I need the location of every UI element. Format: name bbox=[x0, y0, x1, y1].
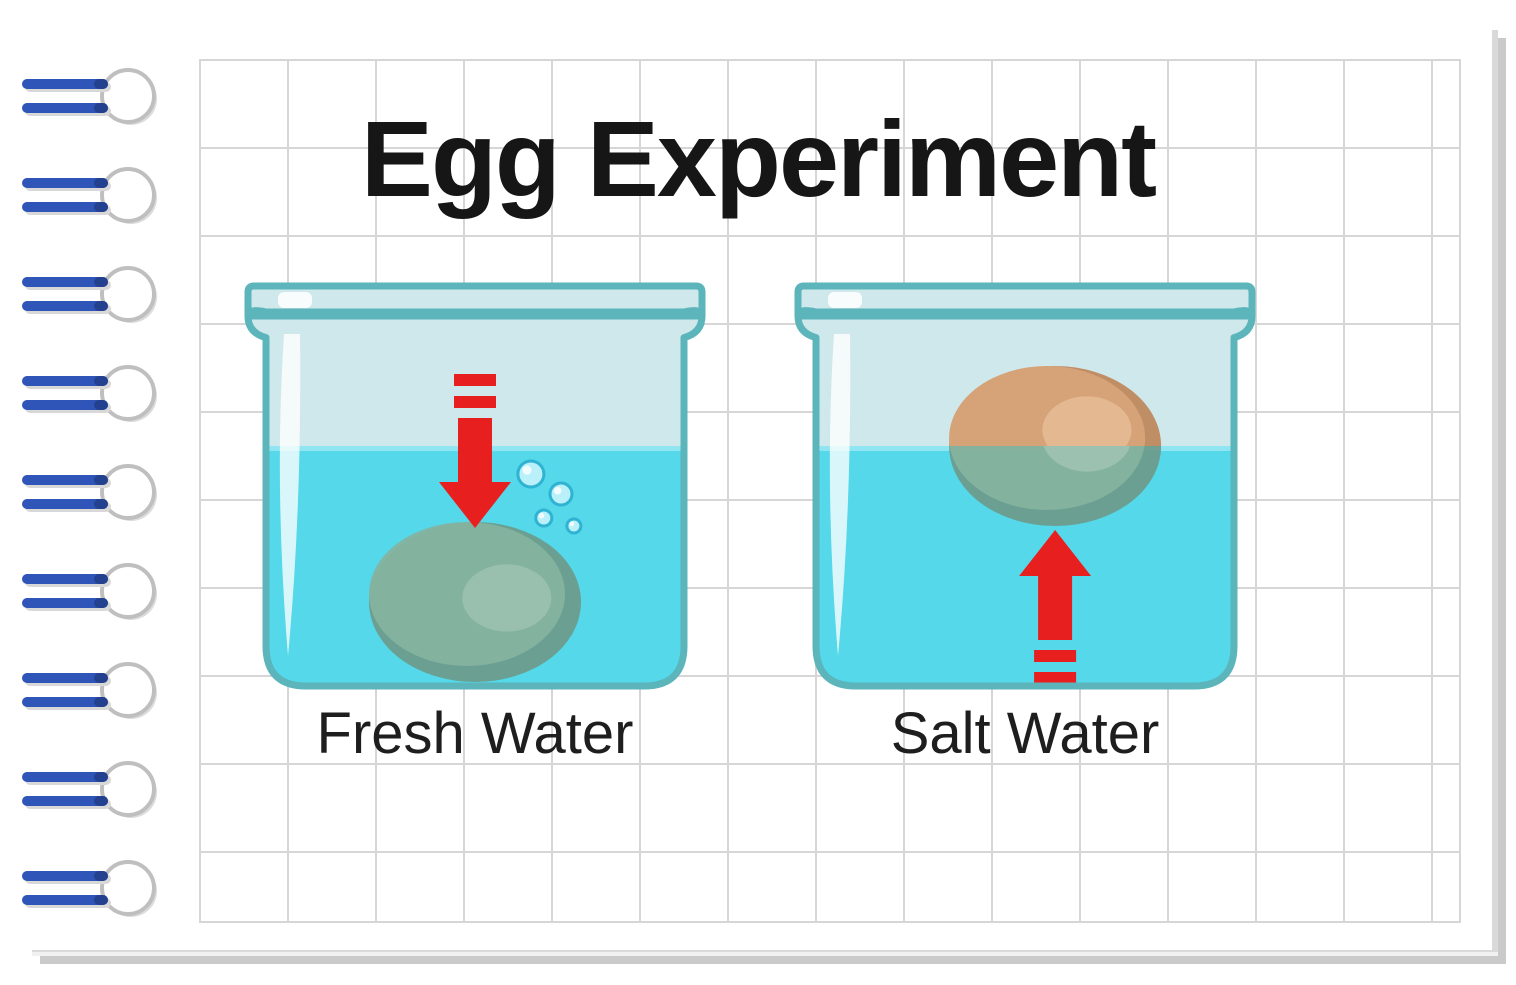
diagram-title: Egg Experiment bbox=[0, 96, 1516, 221]
panel-caption-salt: Salt Water bbox=[810, 700, 1240, 767]
diagram-stage: Egg Experiment Fresh Water Salt Water bbox=[0, 0, 1516, 980]
panel-caption-fresh: Fresh Water bbox=[260, 700, 690, 767]
